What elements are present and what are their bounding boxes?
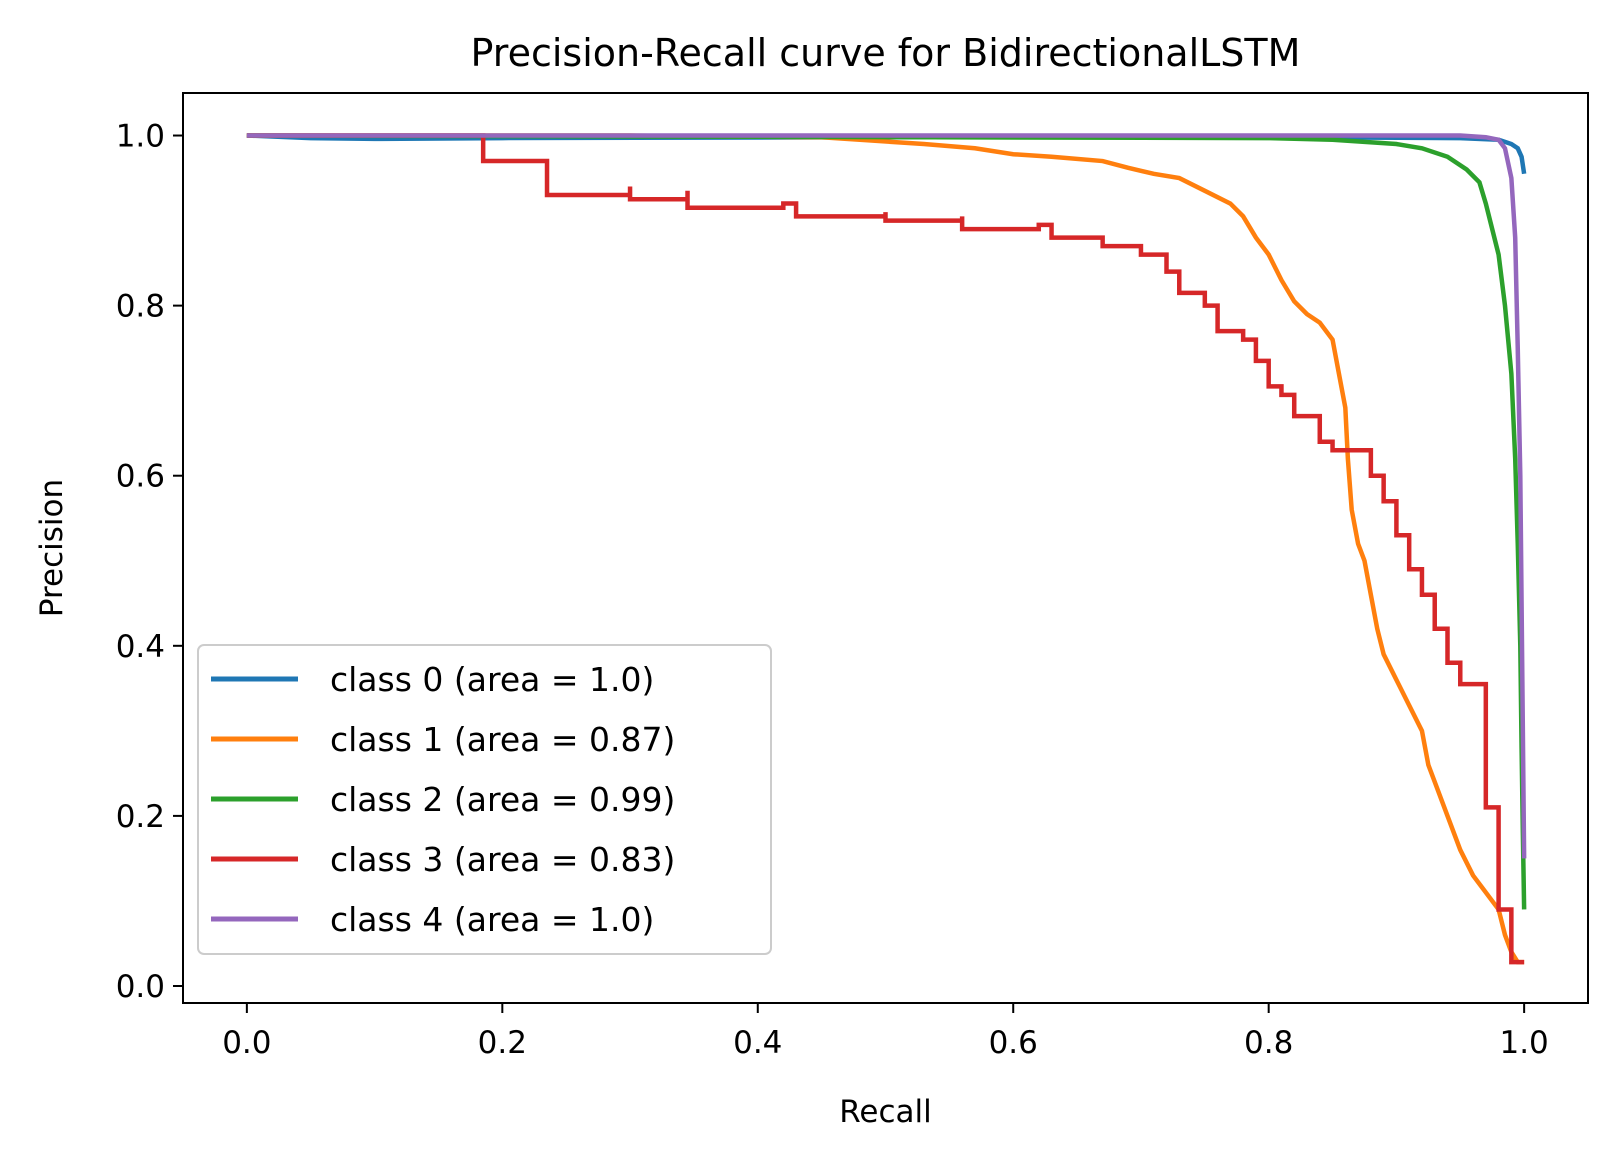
x-tick-label: 1.0 [1499,1025,1548,1061]
x-axis: 0.0 0.2 0.4 0.6 0.8 1.0 [222,1003,1549,1061]
plot-area [246,133,1527,965]
x-tick-label: 0.6 [989,1025,1038,1061]
plot-frame [182,92,1589,1004]
y-tick-label: 0.8 [116,289,165,325]
legend-entry-label: class 3 (area = 0.83) [330,840,675,879]
y-tick-label: 0.4 [116,629,165,665]
x-tick-label: 0.4 [733,1025,782,1061]
series-line-class-3 [246,133,1525,965]
y-axis-label: Precision [34,479,70,617]
y-tick-label: 1.0 [116,119,165,155]
y-axis: 0.0 0.2 0.4 0.6 0.8 1.0 [116,119,183,1005]
legend-box [197,644,772,955]
y-tick-label: 0.6 [116,459,165,495]
x-tick-label: 0.0 [222,1025,271,1061]
x-axis-label: Recall [839,1094,932,1130]
legend-entry-label: class 0 (area = 1.0) [330,660,654,699]
y-tick-label: 0.2 [116,799,165,835]
series-line-class-4 [246,133,1527,859]
legend: class 0 (area = 1.0) class 1 (area = 0.87… [197,644,772,955]
legend-entry-label: class 1 (area = 0.87) [330,720,675,759]
chart-title: Precision-Recall curve for Bidirectional… [471,31,1301,75]
legend-entry-label: class 4 (area = 1.0) [330,900,654,939]
x-tick-label: 0.2 [478,1025,527,1061]
series-line-class-1 [246,133,1525,965]
legend-entry-label: class 2 (area = 0.99) [330,780,675,819]
y-tick-label: 0.0 [116,969,165,1005]
x-tick-label: 0.8 [1244,1025,1293,1061]
